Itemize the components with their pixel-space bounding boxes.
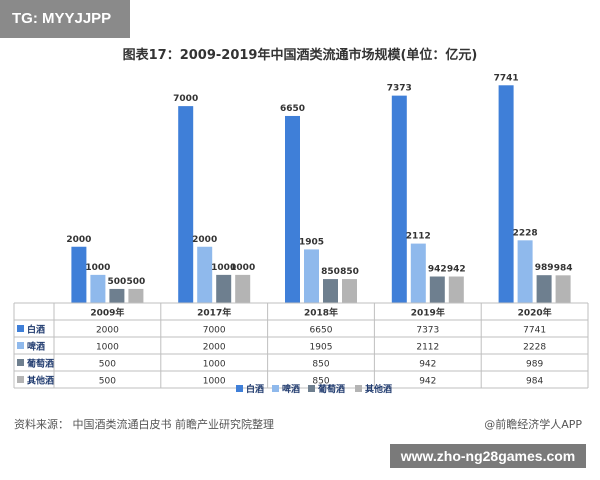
bar-4-3 xyxy=(342,279,357,303)
table-cell: 500 xyxy=(99,360,116,370)
bar-3-4 xyxy=(429,276,445,303)
bar-value-label: 7373 xyxy=(387,84,412,94)
bar-3-3 xyxy=(323,279,338,303)
table-cell: 1000 xyxy=(203,360,226,370)
bar-value-label: 1000 xyxy=(230,263,255,273)
table-cell: 6650 xyxy=(310,326,333,336)
table-row-label: 葡萄酒 xyxy=(26,358,54,370)
bar-value-label: 2228 xyxy=(513,228,538,238)
bar-value-label: 6650 xyxy=(280,104,305,114)
bar-value-label: 989 xyxy=(535,263,554,273)
bar-value-label: 942 xyxy=(428,265,447,275)
table-cell: 2000 xyxy=(96,326,119,336)
bar-4-4 xyxy=(448,276,464,303)
bar-value-label: 500 xyxy=(127,277,146,287)
brand-credit: @前瞻经济学人APP xyxy=(484,418,582,431)
legend-label: 白酒 xyxy=(246,383,264,395)
bar-1-4 xyxy=(391,95,407,304)
bar-value-label: 7000 xyxy=(173,94,198,104)
table-cell: 2000 xyxy=(203,343,226,353)
legend-key xyxy=(272,385,279,392)
bar-value-label: 2112 xyxy=(406,232,431,242)
table-cell: 1000 xyxy=(203,377,226,387)
bar-value-label: 500 xyxy=(108,277,127,287)
table-cell: 1905 xyxy=(310,343,333,353)
bar-value-label: 984 xyxy=(554,263,573,273)
bar-1-1 xyxy=(71,246,87,303)
bar-2-2 xyxy=(197,246,213,303)
table-cell: 7741 xyxy=(523,326,546,336)
table-cell: 942 xyxy=(419,360,436,370)
legend-key xyxy=(236,385,243,392)
bar-2-5 xyxy=(517,240,533,303)
bar-1-3 xyxy=(285,115,300,303)
table-row-label: 其他酒 xyxy=(27,375,54,387)
legend-label: 葡萄酒 xyxy=(317,383,345,395)
table-cell: 1000 xyxy=(96,343,119,353)
table-legend-key xyxy=(17,325,24,332)
table-cell: 2112 xyxy=(416,343,439,353)
table-cell: 2228 xyxy=(523,343,546,353)
table-legend-key xyxy=(17,342,24,349)
bar-2-4 xyxy=(410,243,426,303)
bar-1-5 xyxy=(498,85,514,303)
legend-label: 啤酒 xyxy=(282,383,300,395)
bar-value-label: 850 xyxy=(321,267,340,277)
legend-key xyxy=(308,385,315,392)
bar-value-label: 2000 xyxy=(192,235,217,245)
bar-2-3 xyxy=(304,249,319,303)
legend-key xyxy=(355,385,362,392)
table-header-cell: 2018年 xyxy=(304,307,338,319)
bar-4-5 xyxy=(555,275,571,303)
bar-2-1 xyxy=(90,274,106,303)
table-cell: 7000 xyxy=(203,326,226,336)
table-row-label: 白酒 xyxy=(27,324,45,336)
table-legend-key xyxy=(17,359,24,366)
bar-1-2 xyxy=(178,106,194,303)
bar-4-1 xyxy=(128,288,144,303)
site-watermark: www.zho-ng28games.com xyxy=(390,444,586,468)
chart-title: 图表17：2009-2019年中国酒类流通市场规模(单位：亿元) xyxy=(122,48,478,63)
table-legend-key xyxy=(17,376,24,383)
bar-value-label: 1905 xyxy=(299,237,324,247)
watermark-tag: TG: MYYJJPP xyxy=(0,0,130,38)
table-cell: 850 xyxy=(312,360,329,370)
bar-value-label: 1000 xyxy=(211,263,236,273)
bar-3-1 xyxy=(109,288,125,303)
table-header-cell: 2017年 xyxy=(197,307,231,319)
bar-value-label: 850 xyxy=(340,267,359,277)
table-cell: 500 xyxy=(99,377,116,387)
legend-label: 其他酒 xyxy=(365,383,392,395)
table-header-cell: 2020年 xyxy=(518,307,552,319)
bar-value-label: 2000 xyxy=(66,235,91,245)
bar-value-label: 942 xyxy=(447,265,466,275)
table-cell: 984 xyxy=(526,377,543,387)
table-row-label: 啤酒 xyxy=(27,341,45,353)
bar-value-label: 7741 xyxy=(494,73,519,83)
table-cell: 942 xyxy=(419,377,436,387)
source-note: 资料来源： 中国酒类流通白皮书 前瞻产业研究院整理 xyxy=(14,418,274,431)
table-cell: 7373 xyxy=(416,326,439,336)
bar-3-2 xyxy=(216,274,232,303)
table-cell: 989 xyxy=(526,360,543,370)
bar-4-2 xyxy=(235,274,251,303)
bar-3-5 xyxy=(536,275,552,303)
table-cell: 850 xyxy=(312,377,329,387)
bar-value-label: 1000 xyxy=(85,263,110,273)
table-header-cell: 2019年 xyxy=(411,307,445,319)
table-header-cell: 2009年 xyxy=(90,307,124,319)
